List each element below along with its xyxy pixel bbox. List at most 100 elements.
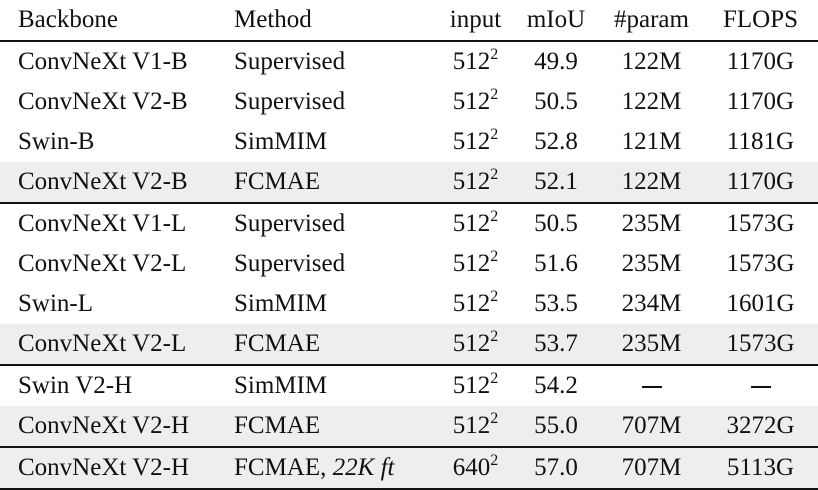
cell-flops: 1181G — [726, 128, 795, 155]
cell-miou: 51.6 — [534, 250, 578, 277]
cell-miou: 53.5 — [534, 290, 578, 317]
cell-input: 5122 — [439, 284, 512, 324]
input-resolution: 512 — [452, 88, 491, 115]
cell-flops: 1573G — [703, 324, 818, 365]
method-label: Supervised — [234, 48, 346, 75]
cell-flops: 1170G — [726, 88, 795, 115]
method-label: SimMIM — [234, 372, 328, 399]
method-label: Supervised — [234, 250, 346, 277]
header-param: #param — [614, 6, 689, 33]
cell-backbone: ConvNeXt V1-L — [18, 210, 187, 237]
row-group: Swin V2-H SimMIM 5122 54.2 ConvNeXt V2-H FCMA… — [0, 365, 818, 447]
cell-backbone: ConvNeXt V2-H — [0, 406, 234, 447]
cell-input: 5122 — [439, 82, 512, 122]
cell-flops: 1573G — [726, 210, 795, 237]
method-label: FCMAE — [234, 330, 321, 357]
cell-input: 5122 — [439, 406, 512, 447]
cell-param: 707M — [600, 406, 703, 447]
table-row: ConvNeXt V2-B Supervised 5122 50.5 122M 1170G — [0, 82, 818, 122]
cell-param: 707M — [600, 447, 703, 489]
header-flops: FLOPS — [722, 6, 799, 33]
method-label: FCMAE — [234, 412, 321, 439]
cell-backbone: ConvNeXt V1-B — [18, 48, 188, 75]
method-label: Supervised — [234, 210, 346, 237]
method-label: Supervised — [234, 88, 346, 115]
empty-dash — [641, 386, 662, 389]
table-row: ConvNeXt V2-H FCMAE, 22K ft 6402 57.0 707M 51… — [0, 447, 818, 489]
input-exponent: 2 — [490, 166, 499, 183]
header-input: input — [449, 6, 502, 33]
cell-miou: 52.1 — [512, 162, 600, 203]
input-resolution: 512 — [452, 330, 491, 357]
cell-backbone: Swin-B — [18, 128, 95, 155]
cell-param: 235M — [621, 250, 682, 277]
cell-miou: 52.8 — [534, 128, 578, 155]
cell-method: SimMIM — [234, 365, 439, 406]
input-exponent: 2 — [490, 452, 499, 469]
row-group: ConvNeXt V1-L Supervised 5122 50.5 235M 1573G… — [0, 203, 818, 365]
cell-input: 5122 — [439, 122, 512, 162]
cell-input: 5122 — [439, 365, 512, 406]
table-row: ConvNeXt V1-B Supervised 5122 49.9 122M 1170G — [0, 41, 818, 82]
cell-flops: 1573G — [726, 250, 795, 277]
input-resolution: 512 — [452, 128, 491, 155]
cell-method: FCMAE — [234, 162, 439, 203]
cell-param: 122M — [600, 162, 703, 203]
table-row: ConvNeXt V1-L Supervised 5122 50.5 235M 1573G — [0, 203, 818, 244]
input-resolution: 512 — [452, 210, 491, 237]
header-row: Backbone Method input mIoU #param FLOPS — [0, 0, 818, 41]
cell-backbone: ConvNeXt V2-L — [18, 250, 187, 277]
cell-backbone: Swin-L — [18, 290, 93, 317]
input-exponent: 2 — [490, 288, 499, 305]
empty-dash — [750, 386, 771, 389]
table-row: Swin V2-H SimMIM 5122 54.2 — [0, 365, 818, 406]
cell-method: FCMAE — [234, 406, 439, 447]
cell-flops: 5113G — [703, 447, 818, 489]
input-exponent: 2 — [490, 46, 499, 63]
input-exponent: 2 — [490, 208, 499, 225]
cell-backbone: Swin V2-H — [18, 372, 133, 399]
input-resolution: 512 — [452, 372, 491, 399]
header-method: Method — [234, 6, 312, 33]
table-row: ConvNeXt V2-L FCMAE 5122 53.7 235M 1573G — [0, 324, 818, 365]
table-header: Backbone Method input mIoU #param FLOPS — [0, 0, 818, 41]
input-exponent: 2 — [490, 410, 499, 427]
cell-method: FCMAE — [234, 324, 439, 365]
cell-input: 5122 — [439, 162, 512, 203]
cell-method: SimMIM — [234, 122, 439, 162]
cell-method: Supervised — [234, 41, 439, 82]
input-resolution: 640 — [452, 454, 491, 481]
cell-param: 121M — [621, 128, 682, 155]
input-exponent: 2 — [490, 126, 499, 143]
cell-backbone: ConvNeXt V2-B — [0, 162, 234, 203]
cell-flops — [703, 365, 818, 406]
cell-miou: 57.0 — [512, 447, 600, 489]
cell-flops: 1170G — [703, 162, 818, 203]
table-row: ConvNeXt V2-L Supervised 5122 51.6 235M 1573G — [0, 244, 818, 284]
input-exponent: 2 — [490, 248, 499, 265]
input-exponent: 2 — [490, 370, 499, 387]
cell-backbone: ConvNeXt V2-H — [0, 447, 234, 489]
cell-input: 5122 — [439, 324, 512, 365]
cell-input: 5122 — [439, 203, 512, 244]
cell-method: Supervised — [234, 203, 439, 244]
input-resolution: 512 — [452, 290, 491, 317]
cell-miou: 50.5 — [534, 210, 578, 237]
row-group: ConvNeXt V2-H FCMAE, 22K ft 6402 57.0 707M 51… — [0, 447, 818, 489]
input-resolution: 512 — [452, 48, 491, 75]
input-resolution: 512 — [452, 412, 491, 439]
cell-method: FCMAE, 22K ft — [234, 447, 439, 489]
row-group: ConvNeXt V1-B Supervised 5122 49.9 122M 1170G… — [0, 41, 818, 203]
cell-miou: 49.9 — [534, 48, 578, 75]
cell-miou: 54.2 — [534, 372, 578, 399]
table-row: Swin-B SimMIM 5122 52.8 121M 1181G — [0, 122, 818, 162]
table-row: ConvNeXt V2-H FCMAE 5122 55.0 707M 3272G — [0, 406, 818, 447]
cell-backbone: ConvNeXt V2-L — [0, 324, 234, 365]
method-label: SimMIM — [234, 290, 328, 317]
cell-input: 6402 — [439, 447, 512, 489]
cell-flops: 1601G — [726, 290, 795, 317]
input-resolution: 512 — [452, 250, 491, 277]
method-label: FCMAE — [234, 168, 321, 195]
cell-param: 235M — [600, 324, 703, 365]
method-label: SimMIM — [234, 128, 328, 155]
